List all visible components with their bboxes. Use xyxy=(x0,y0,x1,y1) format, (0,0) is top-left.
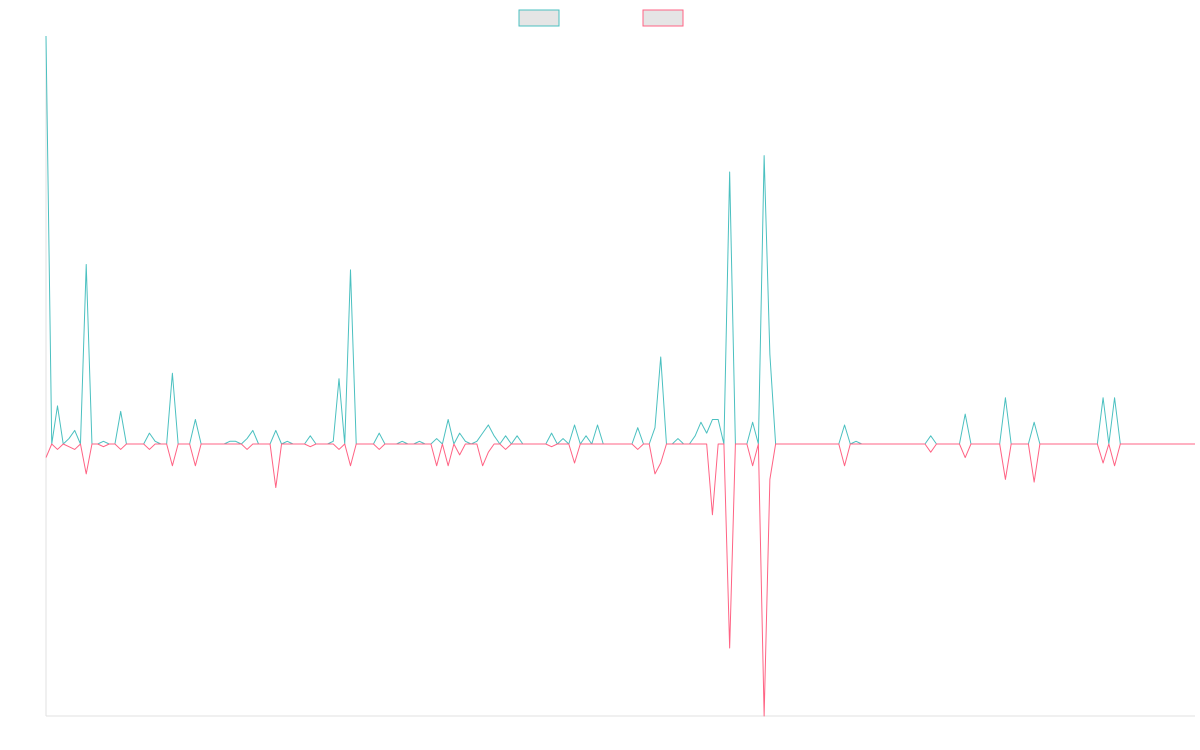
legend[interactable] xyxy=(518,9,684,27)
legend-swatch-1[interactable] xyxy=(518,9,560,27)
axes xyxy=(45,36,1195,717)
series-line-2 xyxy=(45,443,1195,717)
plot-area xyxy=(45,35,1195,717)
legend-swatch-2[interactable] xyxy=(642,9,684,27)
series-line-1 xyxy=(45,35,1195,445)
